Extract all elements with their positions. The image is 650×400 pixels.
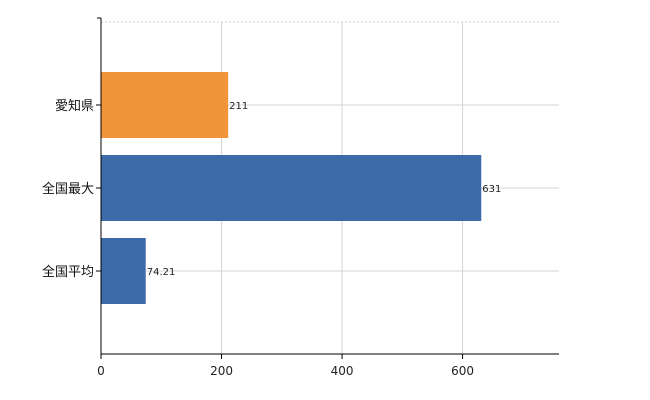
category-label: 全国最大: [42, 181, 94, 197]
axes: [96, 17, 559, 359]
bars-group: [101, 72, 482, 304]
x-tick-label: 0: [97, 364, 105, 378]
bar: [101, 155, 482, 221]
category-label: 全国平均: [42, 264, 94, 280]
x-tick-label: 400: [331, 364, 354, 378]
x-tick-label: 600: [451, 364, 474, 378]
data-label: 211: [229, 101, 248, 112]
data-label: 74.21: [147, 267, 176, 278]
data-label: 631: [482, 184, 501, 195]
x-tick-label: 200: [210, 364, 233, 378]
category-label: 愛知県: [55, 98, 94, 114]
labels-group: 211 愛知県 631 全国最大 74.21 全国平均 0 200 400 600: [42, 98, 501, 378]
bar: [101, 238, 146, 304]
bar: [101, 72, 229, 138]
